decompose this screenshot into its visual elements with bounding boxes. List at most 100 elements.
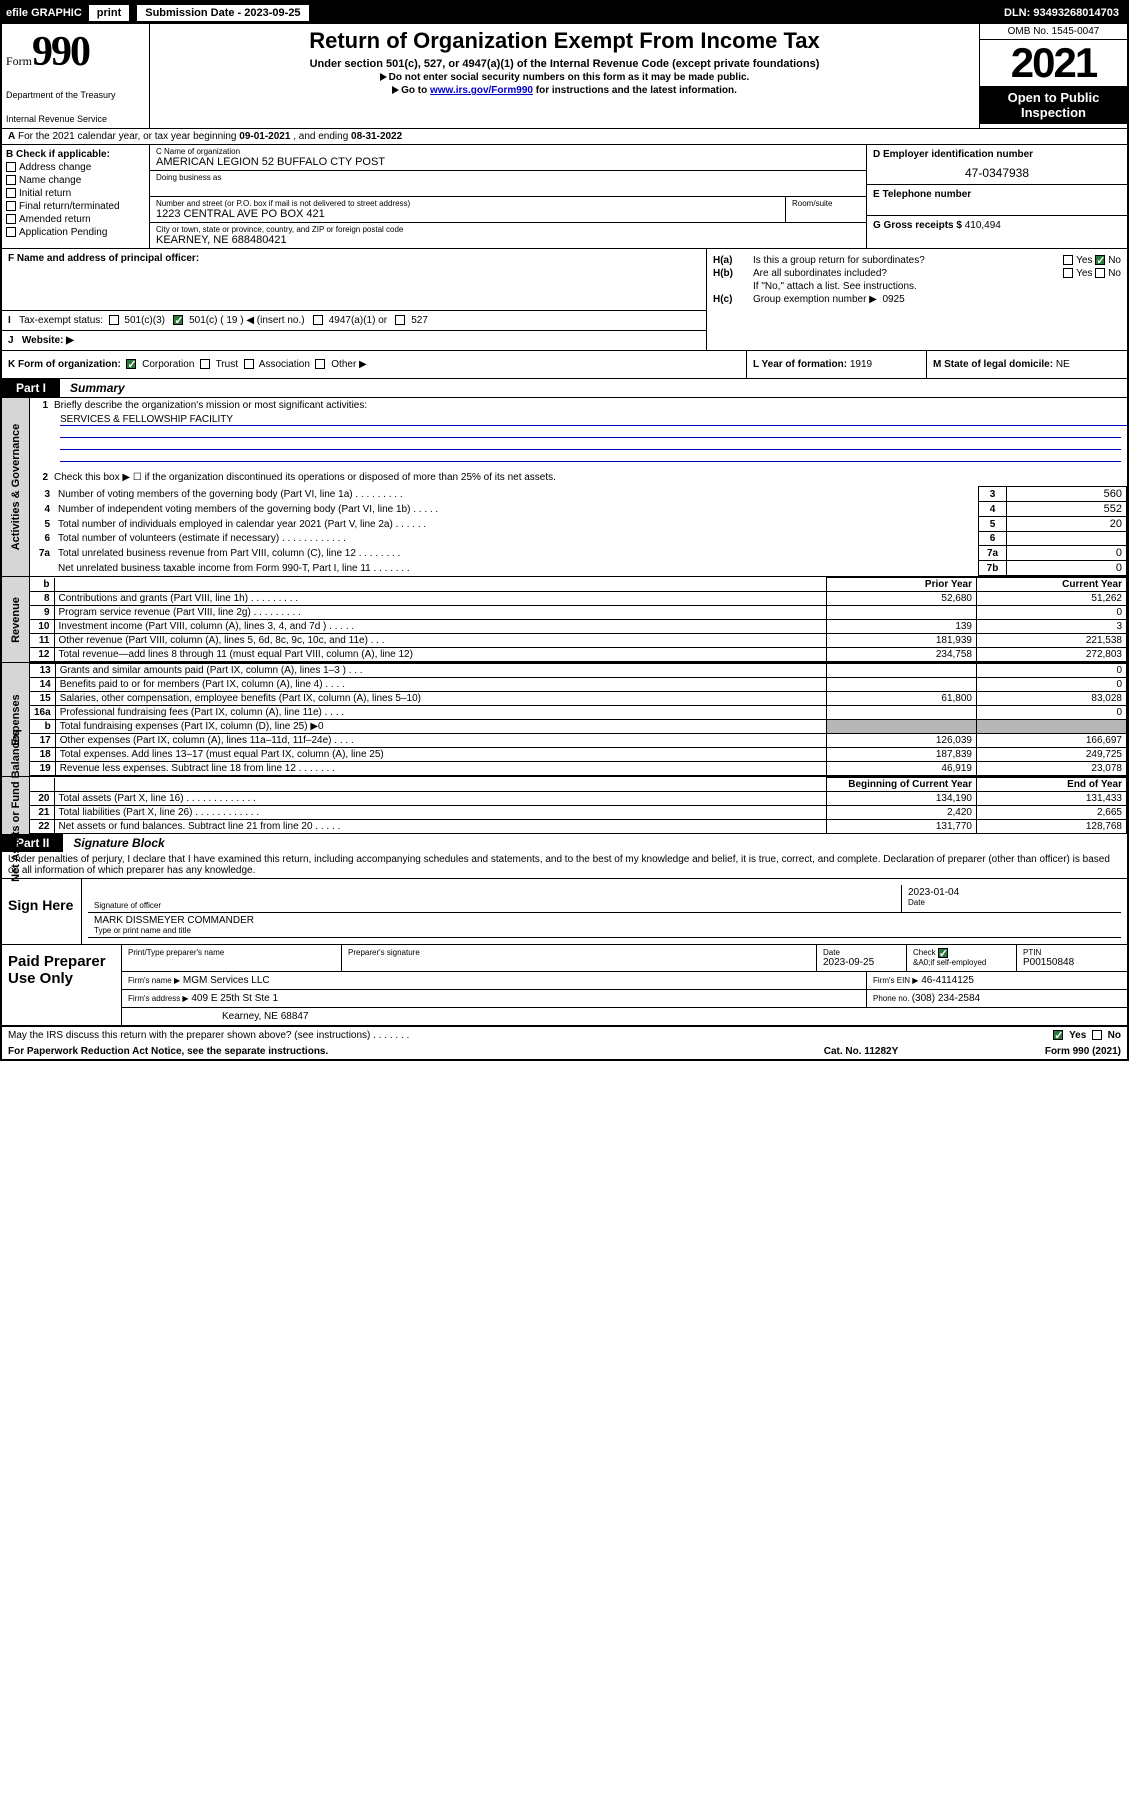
checkbox-icon[interactable] [313, 315, 323, 325]
blank-rule [60, 450, 1121, 462]
expenses-table: 13Grants and similar amounts paid (Part … [30, 663, 1127, 776]
chk-address-change[interactable]: Address change [6, 162, 145, 173]
form-header: Form990 Department of the Treasury Inter… [2, 24, 1127, 129]
chk-final-return[interactable]: Final return/terminated [6, 201, 145, 212]
part-ii-bar: Part II Signature Block [2, 834, 1127, 852]
website-row: J Website: ▶ [2, 331, 706, 350]
revenue-table: b Prior YearCurrent Year 8Contributions … [30, 577, 1127, 662]
checkbox-icon[interactable] [244, 359, 254, 369]
checkbox-icon [6, 214, 16, 224]
vlabel-activities: Activities & Governance [2, 398, 30, 576]
ein-value: 47-0347938 [873, 160, 1121, 180]
netassets-table: Beginning of Current YearEnd of Year 20T… [30, 777, 1127, 834]
form-of-organization: K Form of organization: Corporation Trus… [2, 351, 747, 378]
checkbox-icon [6, 201, 16, 211]
financial-line: 16aProfessional fundraising fees (Part I… [30, 706, 1127, 720]
col-b-checkboxes: B Check if applicable: Address change Na… [2, 145, 150, 248]
paperwork-notice: For Paperwork Reduction Act Notice, see … [2, 1044, 1127, 1059]
checkbox-icon[interactable] [1063, 255, 1073, 265]
chk-initial-return[interactable]: Initial return [6, 188, 145, 199]
print-button[interactable]: print [88, 4, 130, 22]
chk-amended-return[interactable]: Amended return [6, 214, 145, 225]
vlabel-revenue: Revenue [2, 577, 30, 662]
preparer-row-2: Firm's name ▶ MGM Services LLC Firm's EI… [122, 972, 1127, 990]
financial-line: bTotal fundraising expenses (Part IX, co… [30, 720, 1127, 734]
checkbox-icon[interactable] [1092, 1030, 1102, 1040]
org-name: AMERICAN LEGION 52 BUFFALO CTY POST [156, 156, 860, 168]
year-of-formation: L Year of formation: 1919 [747, 351, 927, 378]
financial-line: 17Other expenses (Part IX, column (A), l… [30, 734, 1127, 748]
form-990-mark: Form990 [6, 28, 145, 76]
checkbox-icon [6, 175, 16, 185]
street-address: Number and street (or P.O. box if mail i… [150, 197, 786, 222]
submission-date-box: Submission Date - 2023-09-25 [136, 4, 309, 22]
checkbox-checked-icon[interactable] [1095, 255, 1105, 265]
open-to-public: Open to Public Inspection [980, 86, 1127, 124]
chk-application-pending[interactable]: Application Pending [6, 227, 145, 238]
preparer-row-1: Print/Type preparer's name Preparer's si… [122, 945, 1127, 972]
checkbox-icon[interactable] [1063, 268, 1073, 278]
checkbox-icon[interactable] [200, 359, 210, 369]
summary-line: 5Total number of individuals employed in… [30, 517, 1127, 532]
org-name-row: C Name of organization AMERICAN LEGION 5… [150, 145, 866, 171]
officer-name: MARK DISSMEYER COMMANDER [94, 915, 1115, 926]
signature-of-officer-label: Signature of officer [94, 901, 895, 910]
line-a: A For the 2021 calendar year, or tax yea… [2, 129, 1127, 145]
sign-here-label: Sign Here [2, 879, 82, 944]
state-domicile: M State of legal domicile: NE [927, 351, 1127, 378]
financial-line: 15Salaries, other compensation, employee… [30, 692, 1127, 706]
sign-date: 2023-01-04 [908, 887, 1115, 898]
triangle-icon [392, 86, 399, 94]
city-row: City or town, state or province, country… [150, 223, 866, 248]
irs-link[interactable]: www.irs.gov/Form990 [430, 85, 533, 96]
chk-name-change[interactable]: Name change [6, 175, 145, 186]
irs-label: Internal Revenue Service [6, 114, 145, 124]
part-i-bar: Part I Summary [2, 379, 1127, 397]
financial-line: 20Total assets (Part X, line 16) . . . .… [30, 792, 1127, 806]
checkbox-icon[interactable] [395, 315, 405, 325]
subtitle-1: Under section 501(c), 527, or 4947(a)(1)… [154, 58, 975, 70]
checkbox-icon[interactable] [1095, 268, 1105, 278]
form-title: Return of Organization Exempt From Incom… [154, 28, 975, 54]
penalties-declaration: Under penalties of perjury, I declare th… [2, 852, 1127, 878]
financial-line: 10Investment income (Part VIII, column (… [30, 620, 1127, 634]
telephone-row: E Telephone number [867, 185, 1127, 216]
checkbox-icon[interactable] [109, 315, 119, 325]
summary-line: 6Total number of volunteers (estimate if… [30, 532, 1127, 546]
financial-line: 8Contributions and grants (Part VIII, li… [30, 592, 1127, 606]
gross-receipts-row: G Gross receipts $ 410,494 [867, 216, 1127, 235]
subtitle-3: Go to www.irs.gov/Form990 for instructio… [154, 85, 975, 96]
ein-row: D Employer identification number 47-0347… [867, 145, 1127, 185]
summary-line: 4Number of independent voting members of… [30, 502, 1127, 517]
financial-line: 13Grants and similar amounts paid (Part … [30, 664, 1127, 678]
checkbox-checked-icon[interactable] [126, 359, 136, 369]
omb-number: OMB No. 1545-0047 [980, 24, 1127, 40]
blank-rule [60, 426, 1121, 438]
checkbox-checked-icon[interactable] [1053, 1030, 1063, 1040]
blank-rule [60, 438, 1121, 450]
triangle-icon [380, 73, 387, 81]
financial-line: 19Revenue less expenses. Subtract line 1… [30, 762, 1127, 776]
checkbox-checked-icon[interactable] [173, 315, 183, 325]
discuss-with-preparer: May the IRS discuss this return with the… [2, 1026, 1127, 1044]
subtitle-2: Do not enter social security numbers on … [154, 72, 975, 83]
mission-text: SERVICES & FELLOWSHIP FACILITY [60, 414, 1127, 426]
preparer-row-3: Firm's address ▶ 409 E 25th St Ste 1 Pho… [122, 990, 1127, 1008]
group-return-block: H(a)Is this a group return for subordina… [707, 249, 1127, 350]
summary-line: 3Number of voting members of the governi… [30, 487, 1127, 502]
efile-label: efile GRAPHIC [6, 7, 82, 19]
principal-officer: F Name and address of principal officer: [2, 249, 706, 311]
dba-row: Doing business as [150, 171, 866, 197]
checkbox-icon[interactable] [315, 359, 325, 369]
financial-line: 18Total expenses. Add lines 13–17 (must … [30, 748, 1127, 762]
financial-line: 21Total liabilities (Part X, line 26) . … [30, 806, 1127, 820]
room-suite: Room/suite [786, 197, 866, 222]
financial-line: 11Other revenue (Part VIII, column (A), … [30, 634, 1127, 648]
tax-year: 2021 [980, 40, 1127, 86]
financial-line: 12Total revenue—add lines 8 through 11 (… [30, 648, 1127, 662]
vlabel-netassets: Net Assets or Fund Balances [2, 777, 30, 834]
preparer-row-4: Kearney, NE 68847 [122, 1008, 1127, 1025]
checkbox-checked-icon[interactable] [938, 948, 948, 958]
tax-exempt-status: I Tax-exempt status: 501(c)(3) 501(c) ( … [2, 311, 706, 331]
dln: DLN: 93493268014703 [1004, 7, 1127, 19]
